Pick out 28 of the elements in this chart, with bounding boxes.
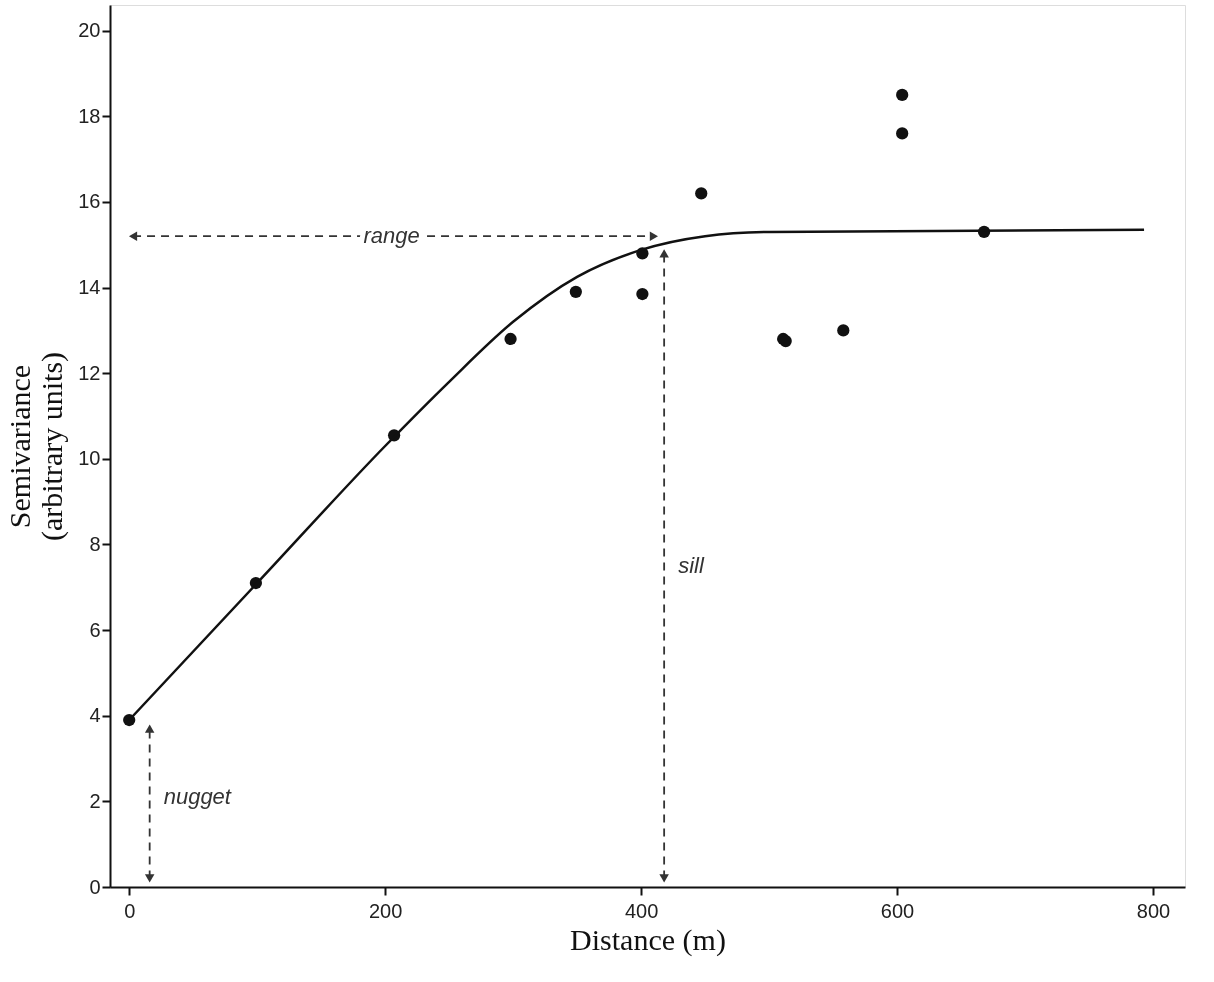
x-tick-label: 800 xyxy=(1136,899,1171,922)
y-tick-label: 12 xyxy=(78,361,101,384)
x-tick-label: 0 xyxy=(124,899,136,922)
x-tick-label: 400 xyxy=(624,899,659,922)
x-axis-title: Distance (m) xyxy=(570,922,726,957)
y-axis-title: Semivariance (arbitrary units) xyxy=(3,351,70,542)
y-tick-label: 6 xyxy=(89,618,101,641)
y-tick-label: 14 xyxy=(78,276,101,299)
y-tick-label: 16 xyxy=(78,190,101,213)
point xyxy=(636,287,649,301)
y-tick-label: 4 xyxy=(89,704,101,727)
point xyxy=(695,187,708,200)
y-tick-label: 8 xyxy=(89,532,101,555)
point xyxy=(504,332,517,346)
x-tick-label: 200 xyxy=(368,899,403,922)
annotation: range xyxy=(363,223,420,249)
point xyxy=(837,324,850,337)
point xyxy=(896,127,909,140)
annotation: nugget xyxy=(163,784,232,810)
y-tick-label: 2 xyxy=(89,789,101,812)
point xyxy=(569,285,582,298)
y-tick-label: 0 xyxy=(89,875,101,898)
y-tick-label: 20 xyxy=(78,19,101,42)
x-tick-label: 600 xyxy=(880,899,915,922)
annotation: sill xyxy=(678,552,705,578)
point xyxy=(896,88,909,102)
y-tick-label: 18 xyxy=(78,104,101,127)
y-tick-label: 10 xyxy=(78,447,101,470)
